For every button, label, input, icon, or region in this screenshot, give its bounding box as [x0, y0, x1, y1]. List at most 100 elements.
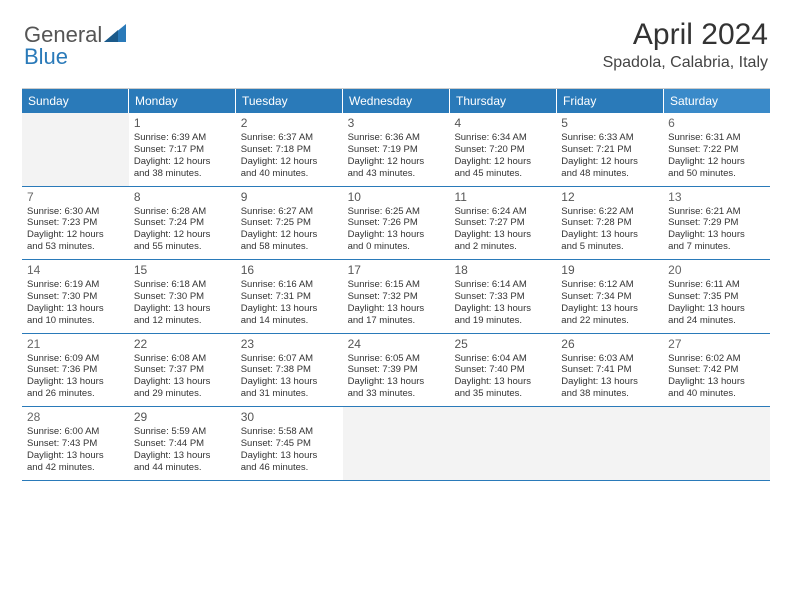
- calendar-cell: 25Sunrise: 6:04 AMSunset: 7:40 PMDayligh…: [449, 334, 556, 407]
- cell-daylight1: Daylight: 13 hours: [561, 229, 658, 241]
- cell-daylight2: and 35 minutes.: [454, 388, 551, 400]
- calendar: Sunday Monday Tuesday Wednesday Thursday…: [22, 88, 770, 481]
- cell-daylight2: and 38 minutes.: [561, 388, 658, 400]
- cell-daylight2: and 48 minutes.: [561, 168, 658, 180]
- cell-daylight1: Daylight: 13 hours: [668, 376, 765, 388]
- cell-sunrise: Sunrise: 5:58 AM: [241, 426, 338, 438]
- calendar-cell: 30Sunrise: 5:58 AMSunset: 7:45 PMDayligh…: [236, 407, 343, 480]
- cell-sunset: Sunset: 7:22 PM: [668, 144, 765, 156]
- cell-daylight1: Daylight: 12 hours: [27, 229, 124, 241]
- cell-daylight1: Daylight: 13 hours: [668, 303, 765, 315]
- cell-sunrise: Sunrise: 6:22 AM: [561, 206, 658, 218]
- cell-daylight2: and 40 minutes.: [241, 168, 338, 180]
- calendar-row: 28Sunrise: 6:00 AMSunset: 7:43 PMDayligh…: [22, 407, 770, 481]
- calendar-cell: 28Sunrise: 6:00 AMSunset: 7:43 PMDayligh…: [22, 407, 129, 480]
- cell-daylight2: and 7 minutes.: [668, 241, 765, 253]
- cell-daylight2: and 40 minutes.: [668, 388, 765, 400]
- calendar-row: 1Sunrise: 6:39 AMSunset: 7:17 PMDaylight…: [22, 113, 770, 187]
- cell-sunrise: Sunrise: 6:14 AM: [454, 279, 551, 291]
- cell-daylight1: Daylight: 13 hours: [27, 450, 124, 462]
- calendar-cell-empty: [556, 407, 663, 480]
- calendar-cell: 15Sunrise: 6:18 AMSunset: 7:30 PMDayligh…: [129, 260, 236, 333]
- cell-daylight1: Daylight: 13 hours: [134, 450, 231, 462]
- calendar-cell: 5Sunrise: 6:33 AMSunset: 7:21 PMDaylight…: [556, 113, 663, 186]
- cell-sunrise: Sunrise: 6:11 AM: [668, 279, 765, 291]
- cell-daylight2: and 44 minutes.: [134, 462, 231, 474]
- logo-line2: Blue: [24, 44, 68, 70]
- cell-daylight1: Daylight: 12 hours: [241, 229, 338, 241]
- day-number: 6: [668, 116, 765, 131]
- cell-daylight2: and 19 minutes.: [454, 315, 551, 327]
- cell-daylight1: Daylight: 13 hours: [348, 376, 445, 388]
- calendar-cell: 1Sunrise: 6:39 AMSunset: 7:17 PMDaylight…: [129, 113, 236, 186]
- calendar-grid: 1Sunrise: 6:39 AMSunset: 7:17 PMDaylight…: [22, 113, 770, 481]
- day-number: 27: [668, 337, 765, 352]
- cell-daylight1: Daylight: 13 hours: [454, 303, 551, 315]
- cell-sunset: Sunset: 7:44 PM: [134, 438, 231, 450]
- cell-sunset: Sunset: 7:45 PM: [241, 438, 338, 450]
- cell-sunrise: Sunrise: 6:33 AM: [561, 132, 658, 144]
- calendar-cell: 21Sunrise: 6:09 AMSunset: 7:36 PMDayligh…: [22, 334, 129, 407]
- cell-daylight1: Daylight: 13 hours: [561, 303, 658, 315]
- day-number: 28: [27, 410, 124, 425]
- calendar-cell: 3Sunrise: 6:36 AMSunset: 7:19 PMDaylight…: [343, 113, 450, 186]
- cell-sunrise: Sunrise: 6:18 AM: [134, 279, 231, 291]
- calendar-cell: 6Sunrise: 6:31 AMSunset: 7:22 PMDaylight…: [663, 113, 770, 186]
- cell-daylight2: and 46 minutes.: [241, 462, 338, 474]
- weekday-sat: Saturday: [664, 89, 770, 113]
- cell-daylight2: and 10 minutes.: [27, 315, 124, 327]
- day-number: 1: [134, 116, 231, 131]
- cell-daylight1: Daylight: 13 hours: [134, 303, 231, 315]
- cell-daylight2: and 14 minutes.: [241, 315, 338, 327]
- cell-sunset: Sunset: 7:37 PM: [134, 364, 231, 376]
- cell-sunset: Sunset: 7:27 PM: [454, 217, 551, 229]
- day-number: 21: [27, 337, 124, 352]
- cell-daylight1: Daylight: 13 hours: [454, 376, 551, 388]
- cell-sunrise: Sunrise: 6:39 AM: [134, 132, 231, 144]
- cell-sunrise: Sunrise: 6:02 AM: [668, 353, 765, 365]
- cell-sunrise: Sunrise: 6:36 AM: [348, 132, 445, 144]
- day-number: 16: [241, 263, 338, 278]
- weekday-fri: Friday: [557, 89, 664, 113]
- day-number: 19: [561, 263, 658, 278]
- cell-sunset: Sunset: 7:40 PM: [454, 364, 551, 376]
- cell-daylight1: Daylight: 13 hours: [561, 376, 658, 388]
- cell-daylight1: Daylight: 13 hours: [348, 303, 445, 315]
- cell-daylight1: Daylight: 12 hours: [134, 229, 231, 241]
- day-number: 17: [348, 263, 445, 278]
- calendar-cell-empty: [663, 407, 770, 480]
- cell-sunset: Sunset: 7:36 PM: [27, 364, 124, 376]
- cell-sunrise: Sunrise: 6:03 AM: [561, 353, 658, 365]
- cell-sunrise: Sunrise: 6:16 AM: [241, 279, 338, 291]
- calendar-cell: 23Sunrise: 6:07 AMSunset: 7:38 PMDayligh…: [236, 334, 343, 407]
- calendar-cell-empty: [343, 407, 450, 480]
- cell-daylight1: Daylight: 13 hours: [27, 303, 124, 315]
- cell-sunset: Sunset: 7:34 PM: [561, 291, 658, 303]
- cell-daylight2: and 45 minutes.: [454, 168, 551, 180]
- day-number: 13: [668, 190, 765, 205]
- cell-sunset: Sunset: 7:19 PM: [348, 144, 445, 156]
- calendar-cell: 10Sunrise: 6:25 AMSunset: 7:26 PMDayligh…: [343, 187, 450, 260]
- cell-sunset: Sunset: 7:25 PM: [241, 217, 338, 229]
- logo-triangle-icon: [104, 24, 126, 47]
- cell-sunset: Sunset: 7:23 PM: [27, 217, 124, 229]
- day-number: 3: [348, 116, 445, 131]
- day-number: 24: [348, 337, 445, 352]
- cell-daylight1: Daylight: 12 hours: [561, 156, 658, 168]
- cell-sunset: Sunset: 7:18 PM: [241, 144, 338, 156]
- weekday-sun: Sunday: [22, 89, 129, 113]
- calendar-cell-empty: [22, 113, 129, 186]
- cell-sunset: Sunset: 7:38 PM: [241, 364, 338, 376]
- day-number: 15: [134, 263, 231, 278]
- cell-daylight1: Daylight: 13 hours: [348, 229, 445, 241]
- cell-sunrise: Sunrise: 6:24 AM: [454, 206, 551, 218]
- cell-sunrise: Sunrise: 6:27 AM: [241, 206, 338, 218]
- day-number: 14: [27, 263, 124, 278]
- day-number: 29: [134, 410, 231, 425]
- cell-daylight1: Daylight: 13 hours: [134, 376, 231, 388]
- cell-sunrise: Sunrise: 6:34 AM: [454, 132, 551, 144]
- calendar-cell: 22Sunrise: 6:08 AMSunset: 7:37 PMDayligh…: [129, 334, 236, 407]
- cell-daylight2: and 5 minutes.: [561, 241, 658, 253]
- cell-daylight2: and 38 minutes.: [134, 168, 231, 180]
- calendar-cell: 18Sunrise: 6:14 AMSunset: 7:33 PMDayligh…: [449, 260, 556, 333]
